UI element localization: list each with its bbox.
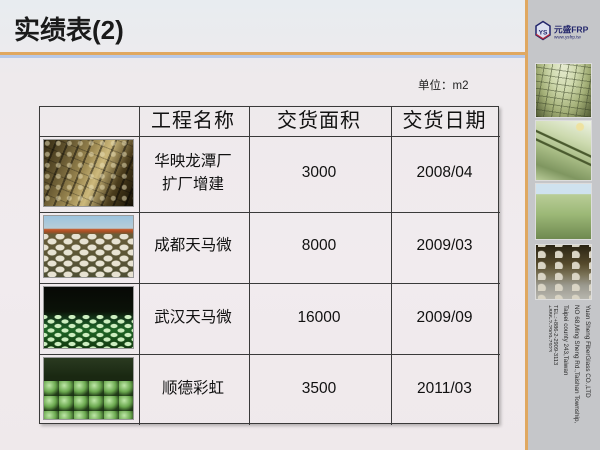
svg-text:元盛FRP: 元盛FRP — [554, 23, 589, 34]
svg-text:YS: YS — [539, 29, 548, 36]
svg-text:www.ysfrp.tw: www.ysfrp.tw — [554, 34, 581, 39]
